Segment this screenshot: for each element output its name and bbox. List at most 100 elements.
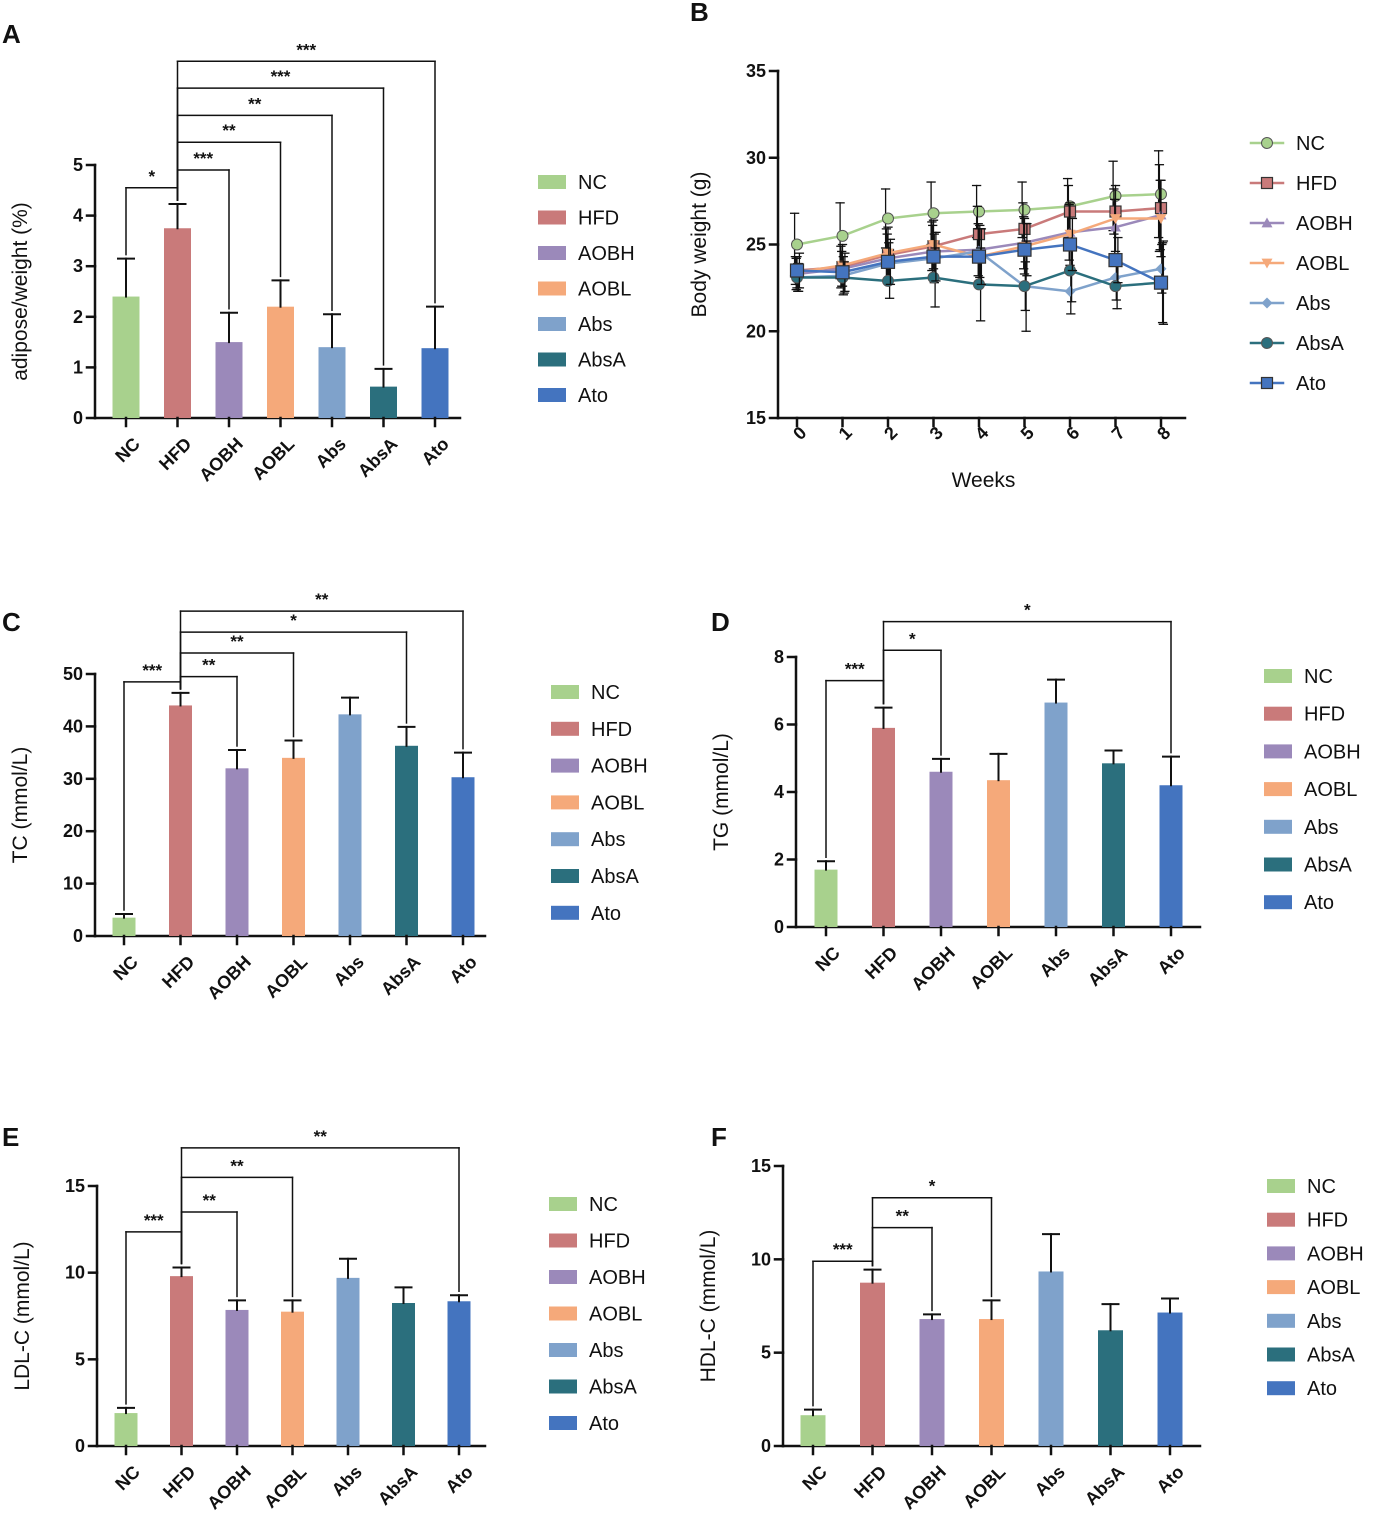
legend-swatch-NC (538, 175, 566, 189)
point-Ato (1108, 253, 1123, 268)
y-tick-label: 25 (746, 235, 766, 255)
bar-AOBL (987, 780, 1010, 927)
legend-label-HFD: HFD (578, 208, 619, 230)
x-tick-label-AOBH: AOBH (898, 1462, 950, 1514)
bar-HFD (872, 727, 895, 927)
bar-HFD (170, 1276, 193, 1446)
y-tick-label: 4 (73, 206, 83, 226)
sig-stars: *** (271, 67, 291, 86)
bar-HFD (860, 1282, 885, 1446)
x-tick-label-AOBL: AOBL (260, 1462, 310, 1512)
y-tick-label: 10 (65, 1263, 85, 1283)
bar-AOBL (281, 1311, 304, 1446)
y-tick-label: 10 (751, 1249, 771, 1269)
x-tick-label: 3 (926, 423, 947, 444)
sig-stars: ** (230, 1156, 244, 1175)
legend-label-Abs: Abs (1304, 817, 1338, 839)
x-tick-label-AbsA: AbsA (1081, 1462, 1128, 1509)
x-tick-label-Ato: Ato (442, 1462, 477, 1497)
legend-swatch-AOBL (549, 1306, 577, 1321)
legend-swatch-AbsA (1264, 857, 1292, 872)
point-Ato (1153, 275, 1169, 290)
bar-NC (800, 1415, 826, 1446)
legend-label-AOBL: AOBL (1304, 779, 1357, 801)
x-tick-label-Ato: Ato (1154, 943, 1189, 978)
sig-stars: ** (222, 121, 236, 140)
y-tick-label: 5 (75, 1349, 85, 1369)
legend-marker-AbsA (1261, 337, 1273, 349)
legend-label-AbsA: AbsA (589, 1377, 637, 1399)
legend-swatch-Abs (549, 1343, 577, 1357)
legend-marker-NC (1261, 137, 1273, 149)
legend-label-AOBH: AOBH (1296, 213, 1353, 235)
y-axis-title: TC (mmol/L) (9, 747, 32, 864)
sig-stars: * (909, 629, 916, 648)
x-tick-label: 8 (1153, 423, 1174, 444)
x-tick-label: 5 (1017, 423, 1038, 444)
x-tick-label: 0 (789, 423, 810, 444)
x-tick-label-AbsA: AbsA (354, 434, 401, 481)
panel-label-B: B (690, 0, 709, 27)
legend-label-AOBL: AOBL (1307, 1277, 1360, 1299)
bar-Abs (338, 714, 362, 936)
x-tick-label-HFD: HFD (159, 1462, 199, 1502)
legend-swatch-HFD (538, 210, 566, 225)
legend-marker-AOBH (1261, 217, 1273, 228)
y-tick-label: 15 (65, 1176, 85, 1196)
legend-swatch-Abs (1264, 819, 1292, 834)
y-tick-label: 0 (774, 917, 784, 937)
legend-swatch-AOBH (551, 758, 579, 773)
bar-AOBL (267, 306, 294, 418)
x-tick-label-AOBH: AOBH (195, 434, 247, 486)
y-axis-title: LDL-C (mmol/L) (11, 1241, 34, 1390)
bar-AOBH (225, 768, 249, 936)
bar-HFD (169, 705, 192, 936)
sig-stars: *** (845, 660, 865, 679)
legend-marker-Ato (1260, 376, 1274, 390)
panel-label-F: F (711, 1122, 727, 1152)
legend-label-NC: NC (578, 172, 607, 194)
legend-label-AOBH: AOBH (1307, 1243, 1364, 1265)
bar-Ato (451, 777, 475, 936)
legend-marker-Abs (1261, 297, 1273, 309)
point-NC (973, 205, 985, 218)
legend-swatch-Ato (549, 1416, 577, 1430)
point-NC (791, 238, 803, 251)
x-tick-label-AOBH: AOBH (203, 952, 255, 1004)
sig-stars: *** (296, 40, 316, 59)
x-tick-label-Abs: Abs (1036, 943, 1074, 981)
y-tick-label: 40 (63, 716, 83, 736)
legend-marker-HFD (1260, 176, 1274, 190)
x-tick-label-Abs: Abs (328, 1462, 366, 1500)
legend-swatch-AbsA (538, 352, 566, 367)
legend-swatch-AOBH (538, 246, 566, 260)
sig-stars: ** (203, 1191, 217, 1210)
legend-label-Ato: Ato (1304, 892, 1334, 914)
legend-label-NC: NC (1304, 666, 1333, 688)
legend-label-NC: NC (1307, 1176, 1336, 1198)
x-tick-label-AbsA: AbsA (1084, 943, 1131, 990)
legend-swatch-Abs (1267, 1313, 1295, 1328)
legend-swatch-AOBH (1267, 1246, 1295, 1261)
x-tick-label-AOBH: AOBH (907, 943, 959, 995)
y-tick-label: 10 (63, 874, 83, 894)
point-AbsA (1018, 280, 1031, 293)
y-tick-label: 30 (746, 148, 766, 168)
point-Ato (835, 265, 850, 280)
legend-label-AbsA: AbsA (1296, 333, 1344, 355)
bar-NC (814, 869, 838, 927)
legend-swatch-AOBL (1264, 782, 1292, 797)
point-Ato (880, 254, 896, 269)
y-tick-label: 0 (75, 1436, 85, 1456)
y-axis-title: HDL-C (mmol/L) (697, 1230, 720, 1383)
y-tick-label: 50 (63, 664, 83, 684)
legend-label-HFD: HFD (1307, 1210, 1348, 1232)
bar-AOBH (225, 1309, 249, 1446)
legend-swatch-Abs (551, 832, 579, 847)
bar-AbsA (1098, 1330, 1123, 1446)
point-Abs (1064, 285, 1076, 297)
